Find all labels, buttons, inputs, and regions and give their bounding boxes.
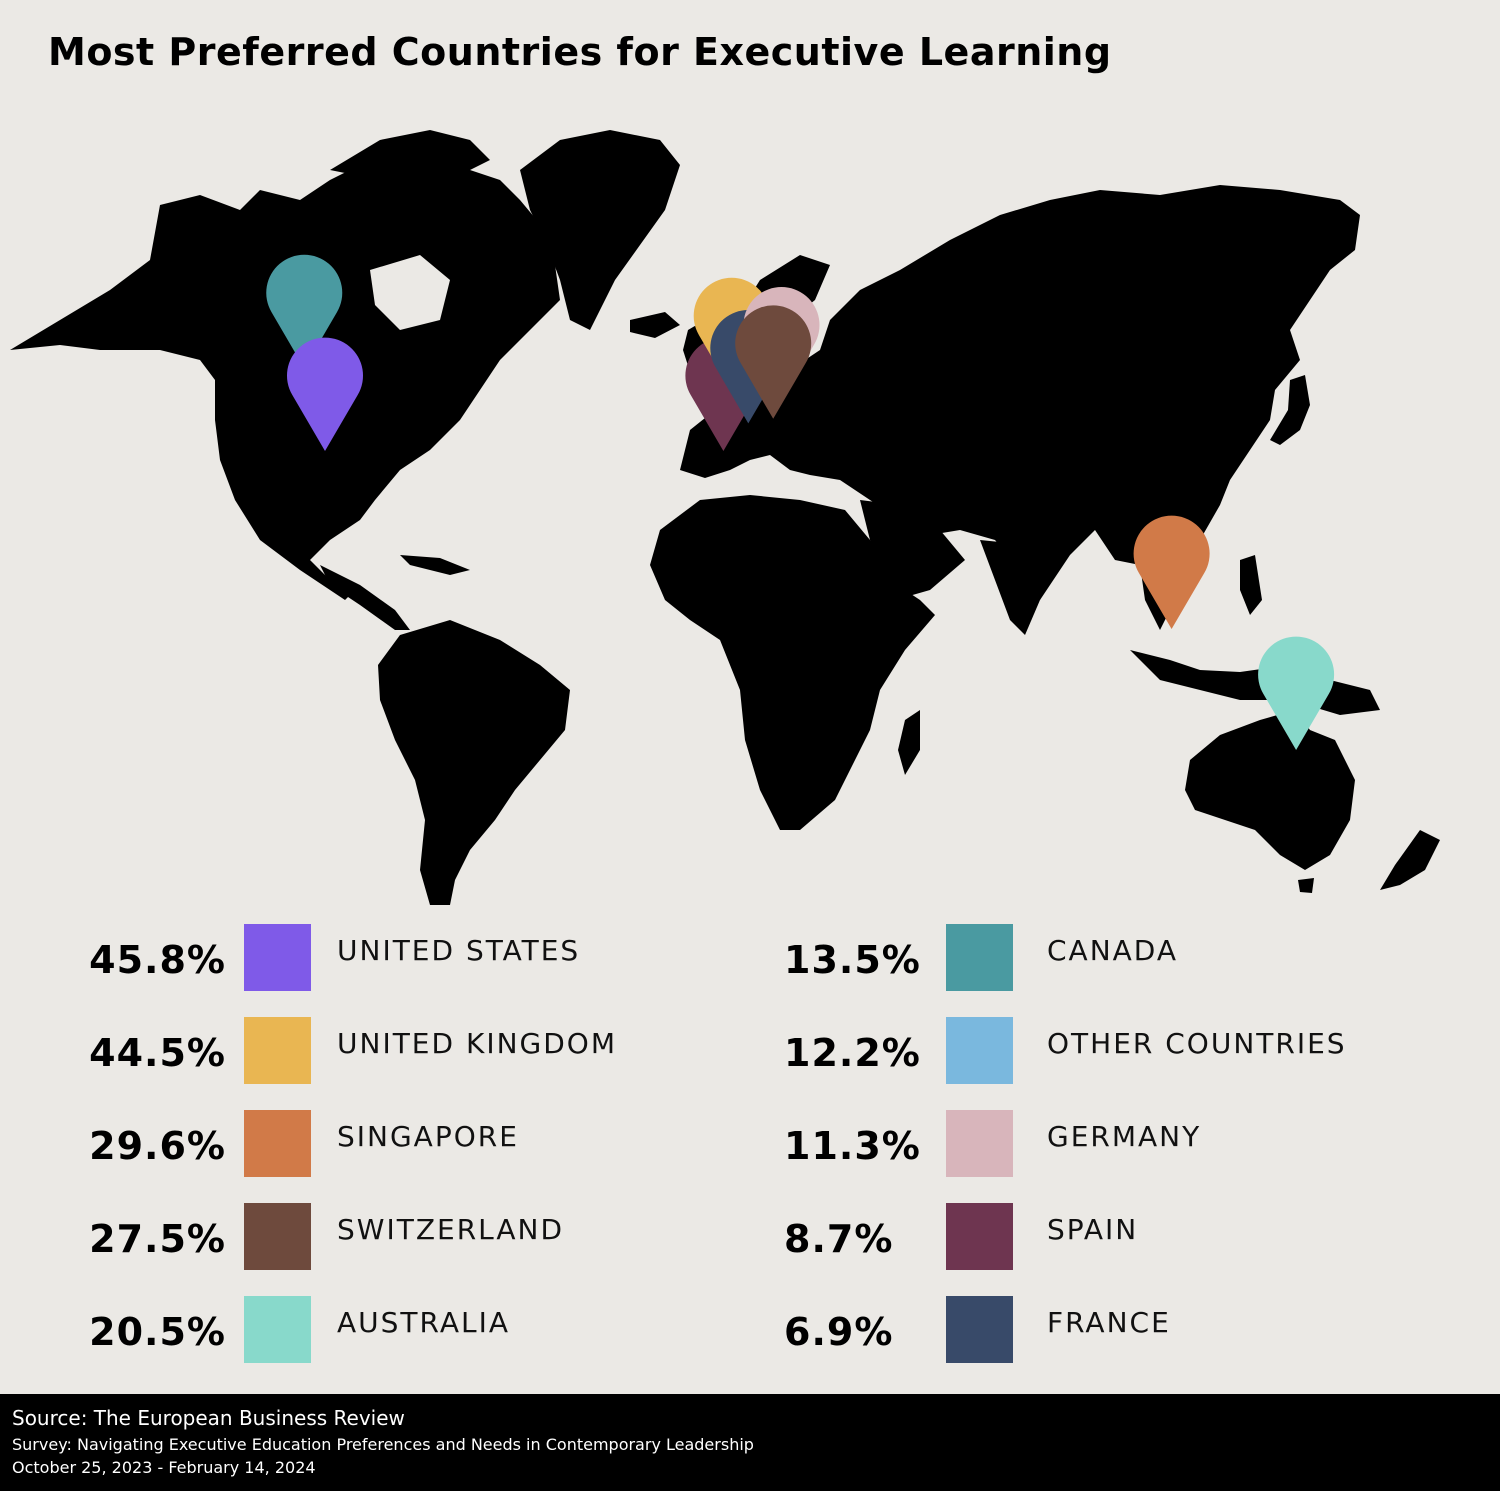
africa-shape bbox=[650, 495, 935, 830]
legend-swatch bbox=[946, 1017, 1013, 1084]
australia-shape bbox=[1185, 710, 1355, 870]
legend-swatch bbox=[244, 1203, 311, 1270]
legend-label: OTHER COUNTRIES bbox=[1047, 1027, 1347, 1060]
japan-shape bbox=[1270, 375, 1310, 445]
india-shape bbox=[980, 540, 1055, 635]
tasmania-shape bbox=[1298, 878, 1314, 893]
land-masses bbox=[10, 130, 1440, 905]
marker-australia bbox=[1258, 636, 1335, 750]
marker-switzerland bbox=[735, 305, 812, 419]
legend-percentage: 12.2% bbox=[784, 1031, 921, 1075]
legend-percentage: 44.5% bbox=[89, 1031, 226, 1075]
iceland-shape bbox=[630, 312, 680, 338]
madagascar-shape bbox=[898, 710, 920, 775]
world-map bbox=[10, 130, 1440, 905]
new-zealand-shape bbox=[1380, 830, 1440, 890]
legend-label: UNITED STATES bbox=[337, 934, 581, 967]
legend-percentage: 29.6% bbox=[89, 1124, 226, 1168]
greenland-shape bbox=[520, 130, 680, 330]
legend-label: CANADA bbox=[1047, 934, 1179, 967]
legend-swatch bbox=[946, 1296, 1013, 1363]
south-america-shape bbox=[378, 620, 570, 905]
page-title: Most Preferred Countries for Executive L… bbox=[48, 30, 1112, 74]
legend-percentage: 20.5% bbox=[89, 1310, 226, 1354]
north-america-shape bbox=[10, 160, 560, 600]
legend-percentage: 45.8% bbox=[89, 938, 226, 982]
central-america-shape bbox=[320, 565, 410, 630]
hudson-bay bbox=[370, 255, 450, 330]
legend-label: UNITED KINGDOM bbox=[337, 1027, 617, 1060]
legend-swatch bbox=[244, 1017, 311, 1084]
legend-label: AUSTRALIA bbox=[337, 1306, 511, 1339]
legend-percentage: 13.5% bbox=[784, 938, 921, 982]
legend-label: GERMANY bbox=[1047, 1120, 1202, 1153]
legend-percentage: 27.5% bbox=[89, 1217, 226, 1261]
marker-singapore bbox=[1133, 515, 1210, 630]
legend-percentage: 6.9% bbox=[784, 1310, 894, 1354]
survey-text: Survey: Navigating Executive Education P… bbox=[12, 1435, 754, 1454]
philippines-shape bbox=[1240, 555, 1262, 615]
legend-percentage: 8.7% bbox=[784, 1217, 894, 1261]
legend-swatch bbox=[244, 1296, 311, 1363]
legend-label: SWITZERLAND bbox=[337, 1213, 565, 1246]
footer: Source: The European Business Review Sur… bbox=[0, 1394, 1500, 1491]
legend-swatch bbox=[244, 1110, 311, 1177]
legend-swatch bbox=[946, 924, 1013, 991]
legend-swatch bbox=[244, 924, 311, 991]
legend-label: FRANCE bbox=[1047, 1306, 1171, 1339]
legend-label: SPAIN bbox=[1047, 1213, 1139, 1246]
arctic-islands-shape bbox=[330, 130, 490, 180]
legend-percentage: 11.3% bbox=[784, 1124, 921, 1168]
marker-canada bbox=[266, 254, 343, 369]
legend-swatch bbox=[946, 1203, 1013, 1270]
southeast-asia-islands bbox=[1130, 650, 1380, 715]
source-text: Source: The European Business Review bbox=[12, 1406, 405, 1430]
map-markers bbox=[266, 254, 1335, 750]
legend-swatch bbox=[946, 1110, 1013, 1177]
dates-text: October 25, 2023 - February 14, 2024 bbox=[12, 1458, 316, 1477]
legend-label: SINGAPORE bbox=[337, 1120, 519, 1153]
marker-united-states bbox=[287, 337, 364, 451]
eurasia-shape bbox=[680, 185, 1360, 630]
caribbean-shape bbox=[400, 555, 470, 575]
